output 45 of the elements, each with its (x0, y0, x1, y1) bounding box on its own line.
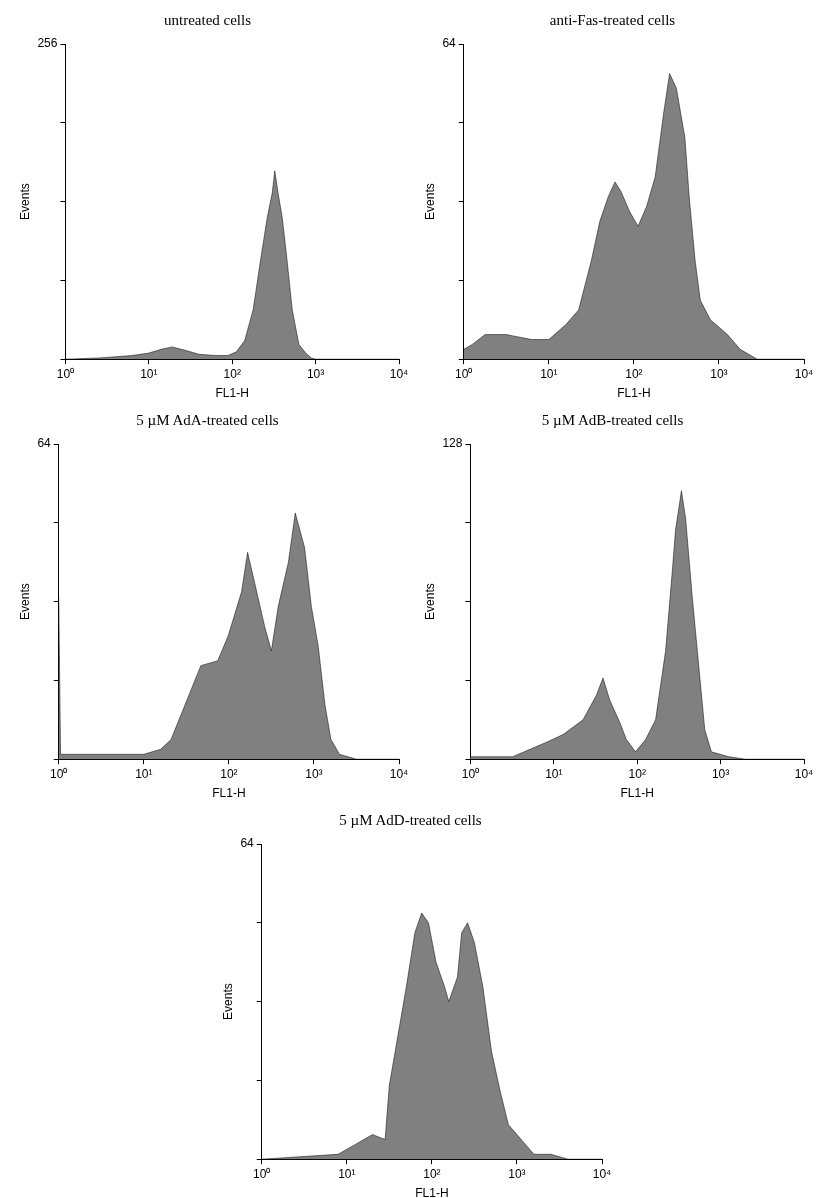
x-tick-label: 10³ (711, 766, 730, 781)
x-tick-label: 10¹ (540, 366, 558, 381)
y-tick-label: 128 (442, 436, 463, 451)
x-tick-label: 10⁴ (389, 366, 409, 381)
x-tick-label: 10⁴ (794, 766, 814, 781)
x-tick-label: 10⁴ (389, 766, 409, 781)
chart-title: 5 µM AdB-treated cells (541, 411, 684, 428)
x-tick-label: 10⁰ (56, 366, 75, 381)
x-tick-label: 10³ (305, 766, 323, 781)
x-tick-label: 10⁰ (455, 366, 473, 381)
x-tick-label: 10² (422, 1166, 441, 1181)
x-tick-label: 10³ (710, 366, 728, 381)
chart-title: anti-Fas-treated cells (549, 11, 676, 28)
x-tick-label: 10² (223, 366, 241, 381)
x-tick-label: 10³ (306, 366, 325, 381)
y-axis-title: Events (422, 183, 437, 220)
x-tick-label: 10⁴ (794, 366, 814, 381)
x-tick-label: 10² (220, 766, 238, 781)
x-axis-title: FL1-H (212, 786, 246, 801)
x-axis-title: FL1-H (414, 1186, 449, 1198)
x-axis-title: FL1-H (617, 386, 651, 401)
chart-title: 5 µM AdD-treated cells (338, 811, 482, 828)
y-tick-label: 64 (37, 436, 52, 451)
y-axis-title: Events (220, 983, 235, 1020)
x-tick-label: 10⁰ (252, 1166, 270, 1181)
y-axis-title: Events (17, 183, 32, 220)
x-tick-label: 10⁰ (461, 766, 480, 781)
x-tick-label: 10⁴ (592, 1166, 611, 1181)
chart-title: untreated cells (163, 11, 252, 28)
x-tick-label: 10³ (507, 1166, 526, 1181)
y-axis-title: Events (17, 583, 32, 620)
x-tick-label: 10¹ (135, 766, 153, 781)
y-tick-label: 256 (37, 36, 58, 51)
chart-title: 5 µM AdA-treated cells (136, 411, 279, 428)
x-tick-label: 10¹ (140, 366, 158, 381)
x-axis-title: FL1-H (215, 386, 249, 401)
x-axis-title: FL1-H (620, 786, 654, 801)
x-tick-label: 10¹ (337, 1166, 355, 1181)
x-tick-label: 10⁰ (50, 766, 68, 781)
x-tick-label: 10² (625, 366, 643, 381)
y-tick-label: 64 (442, 36, 457, 51)
y-axis-title: Events (422, 583, 437, 620)
y-tick-label: 64 (239, 836, 254, 851)
x-tick-label: 10¹ (545, 766, 563, 781)
x-tick-label: 10² (628, 766, 646, 781)
